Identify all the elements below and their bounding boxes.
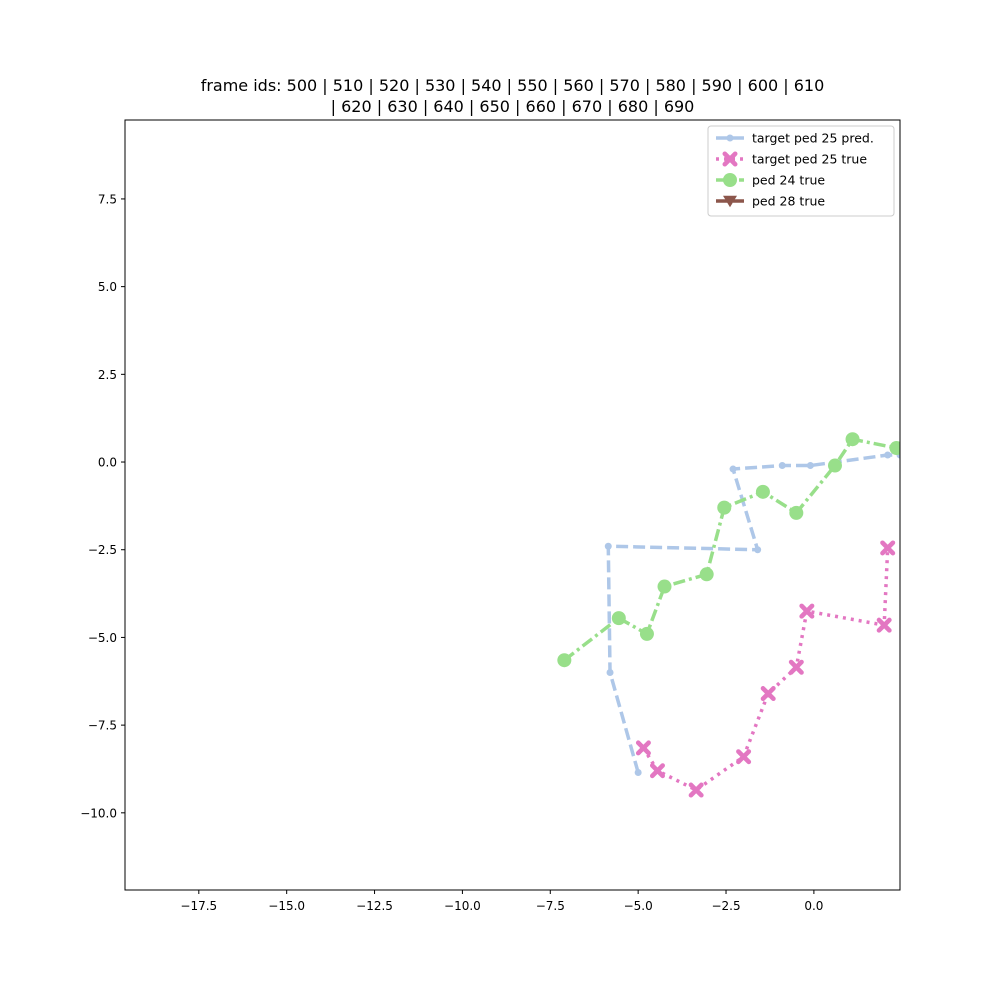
series-line-1	[641, 547, 890, 792]
x-tick-label: −10.0	[444, 899, 481, 913]
y-tick-label: −7.5	[88, 719, 117, 733]
x-axis: −17.5 −15.0 −12.5 −10.0 −7.5 −5.0 −2.5 0.0	[180, 890, 823, 913]
series-0-point	[806, 462, 814, 470]
series-1-point	[688, 782, 704, 798]
series-2-point	[827, 458, 842, 473]
series-2-point	[611, 611, 626, 626]
legend-marker	[722, 151, 738, 167]
legend-marker	[726, 134, 734, 142]
legend-label: ped 24 true	[752, 173, 825, 188]
legend-box	[707, 125, 895, 217]
legend-marker	[723, 173, 737, 187]
series-2-point	[789, 505, 804, 520]
legend-label: ped 28 true	[752, 194, 825, 209]
series-0-point	[884, 451, 892, 459]
series-2-point	[639, 626, 654, 641]
series-0-point	[729, 465, 737, 473]
x-tick-label: −15.0	[268, 899, 305, 913]
legend-label: target ped 25 pred.	[752, 131, 874, 146]
series-2-point	[717, 500, 732, 515]
y-tick-label: 5.0	[98, 280, 117, 294]
legend-label: target ped 25 true	[752, 152, 867, 167]
x-tick-label: −17.5	[180, 899, 217, 913]
y-tick-label: 2.5	[98, 368, 117, 382]
series-2-point	[755, 484, 770, 499]
series-0-point	[754, 546, 762, 554]
legend-marker	[723, 195, 737, 208]
series-0-point	[634, 768, 642, 776]
series-0-point	[604, 542, 612, 550]
x-tick-label: −2.5	[711, 899, 740, 913]
series-line-2	[563, 437, 897, 662]
x-tick-label: −7.5	[536, 899, 565, 913]
chart-title-line-2: | 620 | 630 | 640 | 650 | 660 | 670 | 68…	[331, 97, 695, 116]
legend: target ped 25 pred. target ped 25 true ped…	[707, 125, 895, 217]
x-tick-label: −5.0	[624, 899, 653, 913]
plot-series	[557, 432, 900, 798]
series-1-point	[635, 740, 651, 756]
series-2-point	[557, 653, 572, 668]
series-1-point	[760, 686, 776, 702]
series-2-point	[845, 432, 860, 447]
series-1-point	[649, 763, 665, 779]
y-tick-label: 7.5	[98, 192, 117, 206]
series-0-point	[778, 462, 786, 470]
series-1-point	[880, 540, 896, 556]
y-tick-label: −10.0	[80, 806, 117, 820]
series-1-point	[876, 617, 892, 633]
y-tick-label: 0.0	[98, 456, 117, 470]
series-1-point	[799, 603, 815, 619]
x-tick-label: 0.0	[804, 899, 823, 913]
series-1-point	[788, 659, 804, 675]
series-2-point	[657, 579, 672, 594]
y-tick-label: −2.5	[88, 543, 117, 557]
series-0-point	[606, 669, 614, 677]
plot-frame	[124, 119, 901, 891]
y-axis: −10.0 −7.5 −5.0 −2.5 0.0 2.5 5.0 7.5	[80, 192, 125, 820]
y-tick-label: −5.0	[88, 631, 117, 645]
series-1-point	[736, 749, 752, 765]
series-2-point	[889, 440, 900, 455]
series-2-point	[699, 567, 714, 582]
chart-title-line-1: frame ids: 500 | 510 | 520 | 530 | 540 |…	[201, 76, 825, 95]
x-tick-label: −12.5	[356, 899, 393, 913]
